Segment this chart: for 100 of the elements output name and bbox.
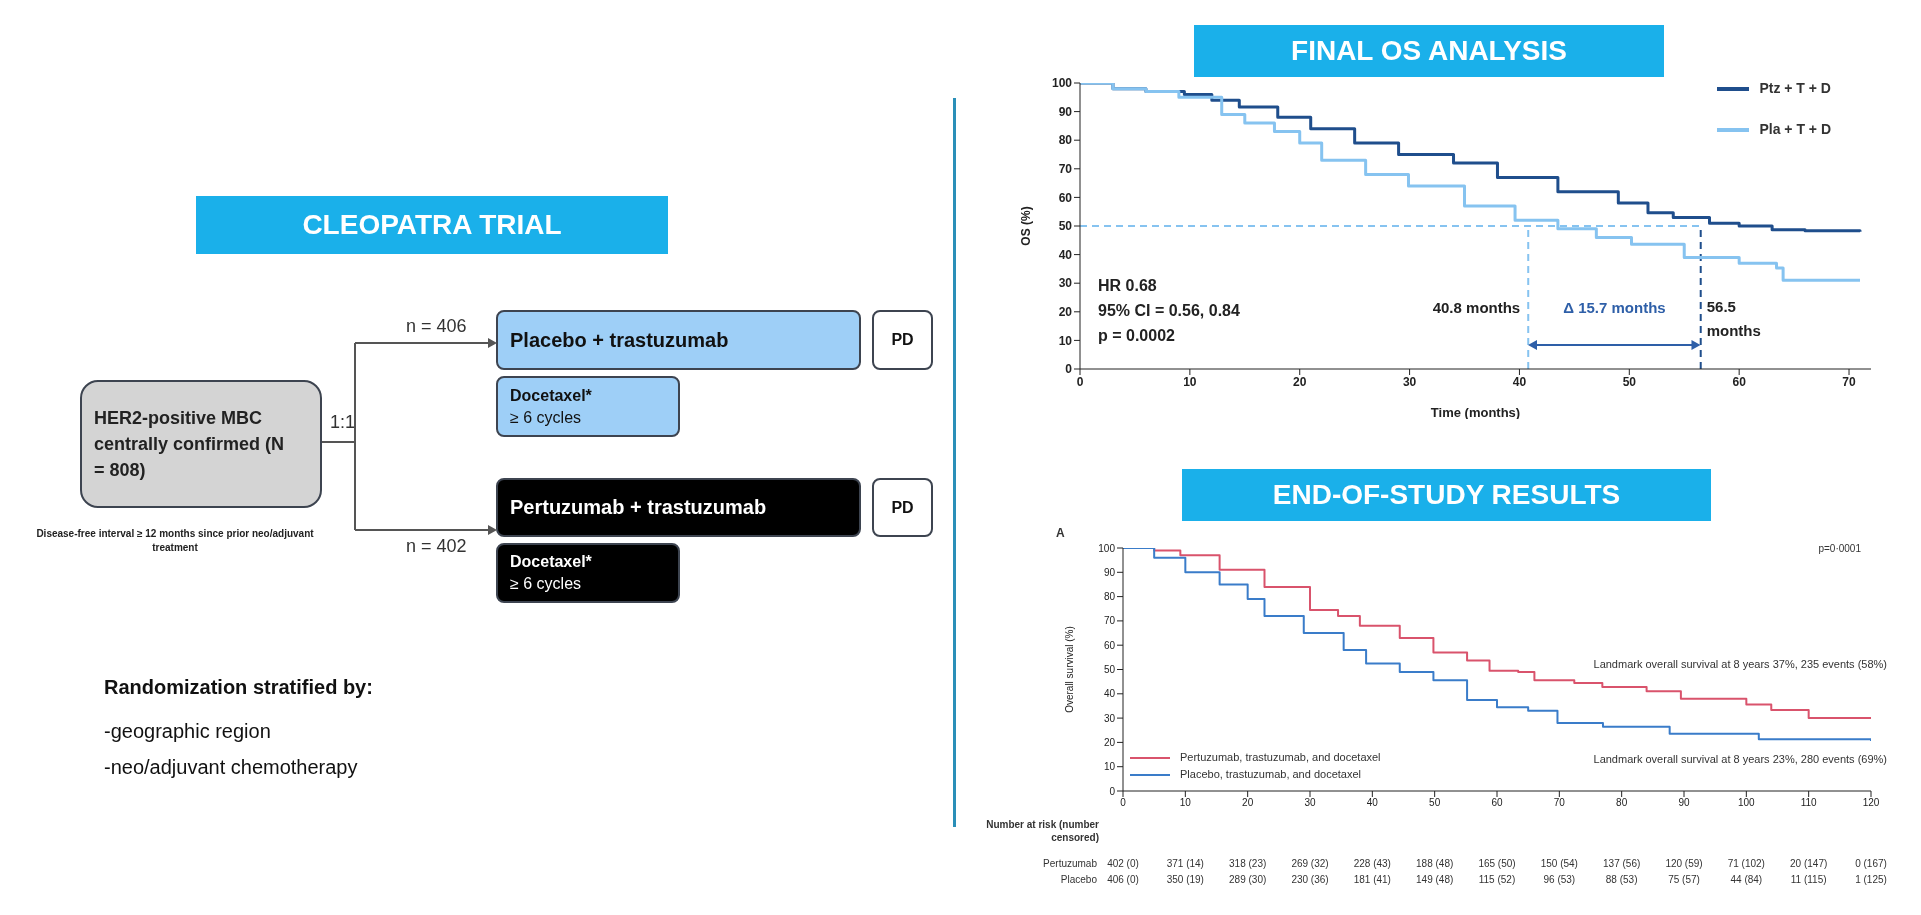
chart-title: END-OF-STUDY RESULTS [1182,469,1711,521]
y-axis-title: Overall survival (%) [1063,626,1075,713]
y-tick-label: 50 [1058,219,1073,234]
text: Docetaxel* [510,385,593,406]
text: ≥ 6 cycles [510,574,583,594]
y-tick-label: 40 [1058,247,1073,262]
x-tick-label: 70 [1842,374,1857,389]
x-tick-label: 10 [1183,374,1197,389]
text: 289 (30) [1229,874,1267,885]
text: Docetaxel* [510,552,593,572]
x-tick-label: 0 [1076,374,1084,389]
text: 75 (57) [1668,874,1700,885]
y-tick-label: 30 [1103,712,1116,724]
y-tick-label: 90 [1103,566,1116,578]
y-tick-label: 20 [1103,736,1116,748]
text: 269 (32) [1291,858,1329,869]
text: 71 (102) [1727,858,1765,869]
text: 350 (19) [1166,874,1204,885]
y-tick-label: 70 [1103,615,1116,627]
text: 88 (53) [1605,874,1638,885]
text: Number at risk (number censored) [985,818,1099,844]
legend-label: Placebo, trastuzumab, and docetaxel [1180,767,1362,782]
text: 115 (52) [1478,874,1516,885]
text: 11 (115) [1790,874,1827,885]
x-tick-label: 40 [1512,374,1527,389]
text: n = 402 [406,536,467,557]
annotation: 95% CI = 0.56, 0.84 [1098,302,1240,320]
text: PD [891,498,914,517]
x-tick-label: 60 [1732,374,1747,389]
text: CLEOPATRA TRIAL [196,196,668,254]
ref-line-label: 40.8 months [1432,299,1521,316]
x-tick-label: 80 [1616,797,1628,809]
text: 181 (41) [1353,874,1391,885]
x-tick-label: 0 [1120,797,1127,809]
text: 44 (84) [1730,874,1763,885]
annotation: HR 0.68 [1098,277,1157,295]
text: 20 (147) [1790,858,1828,869]
text: HER2-positive MBC centrally confirmed (N = 808) [94,407,286,482]
text: Placebo + trastuzumab [510,328,730,352]
y-tick-label: 50 [1103,664,1116,676]
text: Placebo [1060,874,1097,885]
x-tick-label: 30 [1402,374,1417,389]
annotation: Landmark overall survival at 8 years 37%, 235 events (58%) [1593,658,1887,670]
y-tick-label: 60 [1058,190,1073,205]
y-tick-label: 100 [1051,76,1073,91]
legend-label: Ptz + T + D [1759,79,1831,98]
y-tick-label: 30 [1058,276,1073,291]
y-axis-title: OS (%) [1019,206,1034,246]
y-tick-label: 80 [1058,133,1073,148]
x-axis-title: Time (months) [1430,405,1521,420]
text: n = 406 [406,316,467,337]
text: 228 (43) [1353,858,1391,869]
text: 0 (167) [1855,858,1887,869]
x-tick-label: 50 [1622,374,1637,389]
text: 406 (0) [1107,874,1139,885]
text: 188 (48) [1416,858,1454,869]
annotation: Δ 15.7 months [1563,299,1666,316]
x-tick-label: 110 [1800,797,1818,809]
x-tick-label: 90 [1678,797,1690,809]
text: A [1056,526,1065,540]
text: 149 (48) [1416,874,1454,885]
text: Randomization stratified by: [104,676,373,699]
x-tick-label: 60 [1491,797,1503,809]
text: Pertuzumab + trastuzumab [510,496,768,519]
text: -neo/adjuvant chemotherapy [104,756,358,779]
x-tick-label: 30 [1304,797,1316,809]
text: 150 (54) [1540,858,1578,869]
x-tick-label: 50 [1429,797,1441,809]
y-tick-label: 100 [1098,542,1116,554]
x-tick-label: 20 [1293,374,1307,389]
y-tick-label: 70 [1058,162,1073,177]
y-tick-label: 90 [1058,104,1073,119]
text: 1:1 [330,412,356,433]
text: 137 (56) [1603,858,1641,869]
annotation: p = 0.0002 [1098,327,1175,345]
x-tick-label: 70 [1553,797,1566,809]
x-tick-label: 120 [1862,797,1880,809]
text: 165 (50) [1478,858,1516,869]
x-tick-label: 100 [1737,797,1756,809]
text: 371 (14) [1166,858,1204,869]
y-tick-label: 10 [1058,333,1073,348]
x-tick-label: 20 [1242,797,1254,809]
text: Pertuzumab [1043,858,1097,869]
ref-line-label: 56.5 months [1706,297,1762,341]
legend-label: Pertuzumab, trastuzumab, and docetaxel [1180,750,1381,765]
legend-label: Pla + T + D [1759,120,1831,139]
text: Disease-free interval ≥ 12 months since prior neo/adjuvant treatment [35,527,315,555]
x-tick-label: 40 [1366,797,1379,809]
text: 1 (125) [1855,874,1887,885]
y-tick-label: 0 [1065,362,1073,377]
text: -geographic region [104,720,271,743]
x-tick-label: 10 [1179,797,1192,809]
y-tick-label: 40 [1103,688,1116,700]
text: 402 (0) [1107,858,1139,869]
text: PD [891,331,914,349]
chart-title: FINAL OS ANALYSIS [1194,25,1664,77]
y-tick-label: 60 [1103,639,1116,651]
text: 120 (59) [1665,858,1703,869]
annotation: Landmark overall survival at 8 years 23%, 280 events (69%) [1593,753,1887,765]
text: 96 (53) [1543,874,1576,885]
